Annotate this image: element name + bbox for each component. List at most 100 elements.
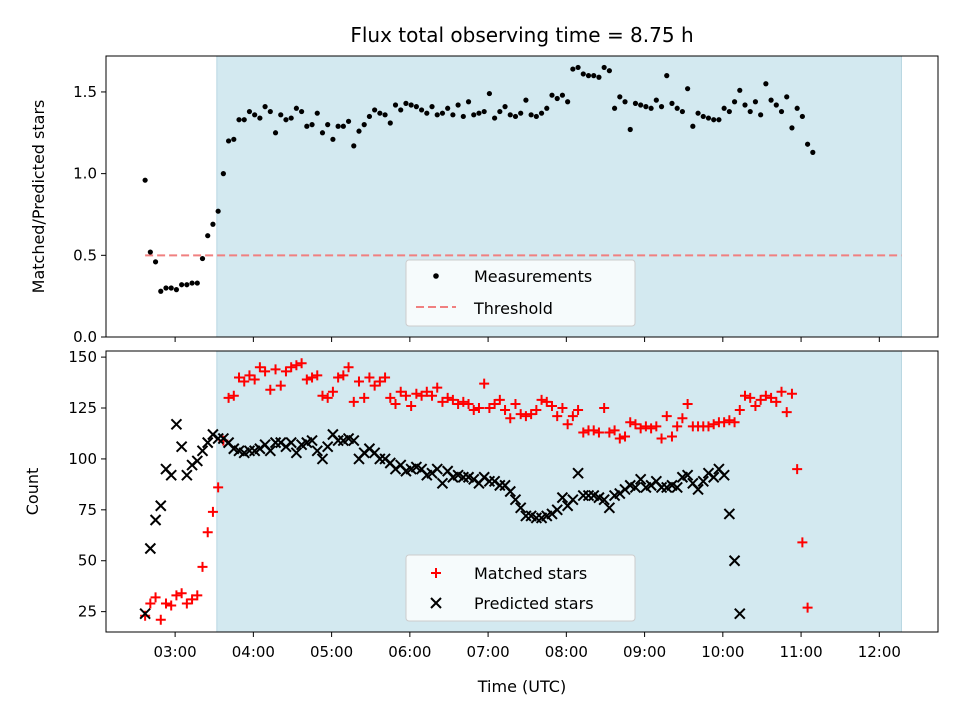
measurement-point xyxy=(288,115,294,121)
matched-star-point xyxy=(406,400,417,411)
matched-star-point xyxy=(546,400,557,411)
measurement-point xyxy=(408,102,414,108)
matched-star-point xyxy=(604,427,615,438)
measurement-point xyxy=(810,149,816,155)
matched-star-point xyxy=(703,421,714,432)
matched-star-point xyxy=(421,386,432,397)
matched-star-point xyxy=(463,398,474,409)
measurement-point xyxy=(711,117,717,123)
x-tick-label: 09:00 xyxy=(623,643,666,661)
measurement-point xyxy=(283,117,289,123)
measurement-point xyxy=(445,105,451,111)
y-tick-label: 100 xyxy=(68,450,97,468)
measurement-point xyxy=(147,249,153,255)
matched-star-point xyxy=(249,374,260,385)
predicted-star-point xyxy=(436,477,449,490)
y-tick-label: 150 xyxy=(68,348,97,366)
measurement-point xyxy=(471,112,477,118)
measurement-point xyxy=(252,112,258,118)
x-glyph xyxy=(430,597,442,609)
measurement-point xyxy=(424,110,430,116)
matched-star-point xyxy=(228,390,239,401)
predicted-star-point xyxy=(572,467,584,479)
matched-star-point xyxy=(750,400,761,411)
predicted-star-point xyxy=(155,500,167,512)
measurement-point xyxy=(382,112,388,118)
measurement-point xyxy=(455,102,461,108)
measurement-point xyxy=(262,104,268,110)
measurement-point xyxy=(189,280,195,286)
measurement-point xyxy=(705,115,712,121)
predicted-star-point xyxy=(697,475,709,488)
predicted-star-point xyxy=(577,489,589,502)
legend-matched-label: Matched stars xyxy=(474,564,587,583)
measurement-points xyxy=(142,64,816,294)
matched-star-point xyxy=(786,388,797,399)
legend-predicted-label: Predicted stars xyxy=(474,594,594,613)
measurement-point xyxy=(664,73,670,79)
x-tick-label: 10:00 xyxy=(701,643,744,661)
predicted-star-point xyxy=(509,493,522,506)
measurement-point xyxy=(418,107,425,113)
matched-star-point xyxy=(468,405,479,416)
predicted-star-point xyxy=(728,555,741,567)
matched-star-point xyxy=(296,358,307,369)
matched-star-point xyxy=(447,394,458,405)
predicted-star-point xyxy=(139,607,151,620)
measurement-point xyxy=(799,113,805,120)
measurement-point xyxy=(392,102,399,108)
measurement-point xyxy=(596,74,602,80)
plus-glyph xyxy=(431,568,441,578)
x-tick-label: 06:00 xyxy=(388,643,431,661)
x-tick-label: 04:00 xyxy=(232,643,275,661)
matched-star-point xyxy=(646,423,657,434)
measurement-point xyxy=(716,117,722,123)
matched-star-point xyxy=(353,376,364,387)
predicted-star-point xyxy=(316,453,329,465)
matched-star-point xyxy=(317,390,328,401)
measurement-point xyxy=(559,92,566,98)
measurement-point xyxy=(439,110,446,116)
measurement-point xyxy=(497,108,503,115)
predicted-star-point xyxy=(556,491,569,504)
bottom-legend-box xyxy=(405,554,636,622)
predicted-star-point xyxy=(567,493,579,506)
measurement-point xyxy=(199,255,206,262)
matched-star-point xyxy=(145,598,156,609)
matched-star-point xyxy=(531,405,542,416)
measurement-point xyxy=(794,105,800,111)
matched-star-point xyxy=(374,376,385,387)
measurement-point xyxy=(299,108,305,115)
y-tick-label: 1.0 xyxy=(73,165,97,183)
measurement-point xyxy=(304,123,310,129)
matched-star-point xyxy=(437,396,448,407)
matched-star-point xyxy=(708,419,719,430)
matched-star-point xyxy=(280,366,291,377)
measurement-point xyxy=(366,113,373,120)
measurement-point xyxy=(492,115,498,121)
measurement-point xyxy=(731,99,738,105)
measurement-point xyxy=(434,112,440,118)
matched-star-point xyxy=(505,413,516,424)
measurement-point xyxy=(293,105,299,111)
measurement-point xyxy=(747,108,753,115)
measurement-point xyxy=(789,125,795,131)
measurement-point xyxy=(601,64,607,71)
y-tick-label: 1.5 xyxy=(73,83,97,101)
measurement-point xyxy=(272,130,279,136)
measurement-point xyxy=(752,99,759,105)
measurement-point xyxy=(257,115,263,121)
predicted-star-point xyxy=(707,471,720,483)
measurement-point xyxy=(580,71,586,77)
measurement-point xyxy=(632,100,639,106)
predicted-star-point xyxy=(514,502,527,514)
matched-star-point xyxy=(307,372,318,383)
measurement-point xyxy=(758,112,764,118)
measurement-point xyxy=(163,285,169,291)
matched-star-point xyxy=(745,392,756,403)
matched-star-point xyxy=(719,417,730,428)
measurement-point xyxy=(309,122,315,128)
matched-star-point xyxy=(244,370,255,381)
matched-star-point xyxy=(171,590,182,601)
matched-star-point xyxy=(301,374,312,385)
